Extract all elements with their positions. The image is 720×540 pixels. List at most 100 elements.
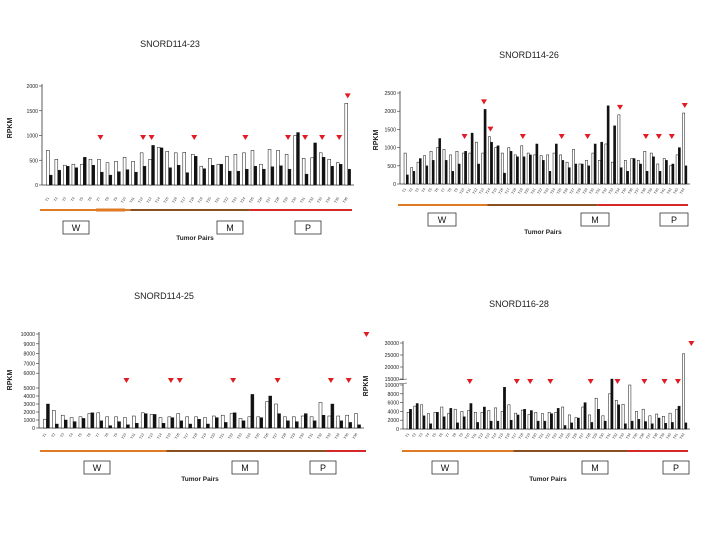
x-tick-label: T34 (334, 433, 341, 440)
bar-tumor (415, 403, 419, 430)
x-tick-label: T39 (659, 433, 666, 440)
marker-triangle (363, 332, 370, 337)
bar-normal (617, 114, 621, 185)
bar-tumor (279, 165, 283, 186)
x-tick-label: T10 (121, 433, 128, 440)
x-tick-label: T35 (632, 433, 639, 440)
bar-tumor (684, 422, 688, 430)
x-tick-label: T29 (582, 188, 589, 195)
x-tick-label: T14 (485, 188, 492, 195)
x-tick-label: T5 (427, 188, 433, 194)
bar-normal (601, 415, 605, 430)
bar-normal (149, 414, 154, 429)
x-tick-label: T9 (453, 188, 459, 194)
bar-tumor (295, 421, 299, 429)
bar-tumor (523, 409, 526, 430)
bar-tumor (652, 156, 655, 185)
bar-tumor (211, 164, 215, 186)
bar-normal (628, 384, 632, 430)
bar-normal (668, 412, 672, 430)
bar-normal (88, 159, 93, 186)
group-box-p (309, 460, 337, 475)
x-tick-label: T22 (223, 197, 230, 204)
bar-tumor (91, 164, 96, 186)
x-tick-label: T27 (265, 197, 272, 204)
bar-normal (520, 409, 524, 430)
x-tick-label: T18 (511, 188, 518, 195)
x-tick-label: T6 (438, 433, 444, 439)
bar-normal (156, 147, 161, 186)
x-tick-label: T4 (68, 433, 74, 439)
bar-tumor (245, 168, 249, 186)
marker-triangle (466, 379, 473, 384)
x-tick-label: T15 (491, 188, 498, 195)
y-tick-label: 2000 (26, 84, 38, 90)
bar-tumor (509, 151, 513, 185)
bar-normal (624, 160, 627, 185)
bar-normal (60, 414, 65, 429)
bar-tumor (277, 413, 281, 429)
bar-tumor (610, 378, 614, 430)
bar-tumor (176, 164, 181, 186)
x-tick-label: T13 (147, 433, 154, 440)
y-tick-label: 9000 (23, 342, 35, 348)
marker-triangle (242, 135, 249, 140)
bar-tumor (270, 166, 275, 186)
x-tick-label: T36 (639, 433, 646, 440)
bar-tumor (603, 420, 607, 430)
bar-normal (643, 150, 647, 185)
group-label-w: W (72, 223, 81, 233)
bar-normal (468, 152, 472, 185)
bar-tumor (135, 423, 139, 429)
bar-normal (426, 413, 430, 430)
x-tick-label: T39 (647, 188, 654, 195)
bar-tumor (543, 420, 547, 430)
bar-tumor (626, 171, 629, 185)
y-tick-label: 10000 (385, 383, 400, 389)
marker-triangle (641, 379, 648, 384)
x-tick-label: T12 (478, 433, 485, 440)
bar-normal (604, 143, 608, 185)
group-box-w (62, 220, 90, 235)
bar-normal (327, 159, 331, 186)
bar-tumor (577, 417, 580, 430)
x-tick-label: T16 (174, 433, 181, 440)
bar-normal (507, 147, 511, 185)
marker-triangle (148, 135, 155, 140)
group-box-w (83, 460, 111, 475)
bar-normal (256, 416, 261, 429)
bar-tumor (489, 420, 493, 430)
x-tick-label: T8 (452, 433, 458, 439)
bar-normal (242, 152, 246, 186)
x-tick-label: T25 (565, 433, 572, 440)
bar-normal (114, 160, 118, 186)
bar-tumor (126, 424, 130, 429)
bar-normal (611, 161, 614, 185)
x-tick-label: T28 (585, 433, 592, 440)
bar-normal (318, 402, 323, 429)
bar-tumor (99, 420, 104, 429)
bar-tumor (542, 160, 545, 185)
bar-tumor (617, 404, 620, 430)
bar-normal (105, 416, 109, 429)
bar-normal (533, 154, 537, 185)
bar-tumor (438, 138, 442, 185)
bar-normal (608, 393, 612, 430)
bar-normal (267, 149, 272, 186)
marker-triangle (558, 134, 565, 139)
bar-normal (455, 150, 459, 185)
y-tick-label: 8000 (387, 392, 399, 398)
bar-tumor (503, 387, 506, 430)
marker-triangle (327, 378, 334, 383)
x-tick-label: T26 (257, 197, 264, 204)
bar-tumor (49, 174, 53, 186)
y-tick-label: 8000 (23, 352, 35, 358)
bar-normal (449, 154, 452, 185)
x-tick-label: T21 (530, 188, 537, 195)
bar-normal (139, 152, 144, 186)
bar-normal (462, 152, 465, 185)
bar-normal (661, 415, 665, 430)
bar-tumor (228, 170, 232, 186)
bar-normal (520, 145, 524, 185)
